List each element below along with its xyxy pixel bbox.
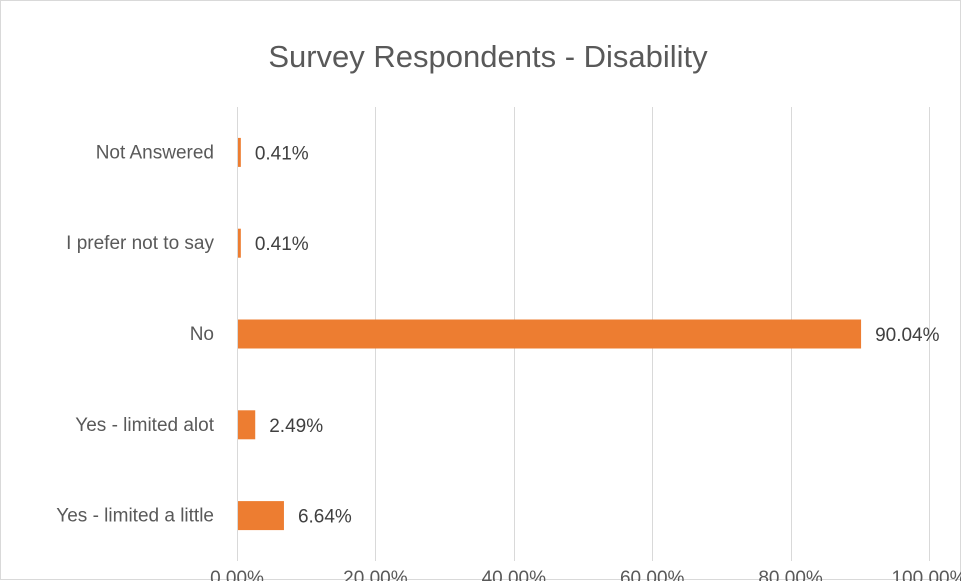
data-label: 0.41% [255,143,309,164]
x-tick-label: 40.00% [482,568,547,581]
bar [238,319,862,349]
data-label: 2.49% [269,416,323,437]
chart-title: Survey Respondents - Disability [268,39,708,74]
category-label: Yes - limited a little [56,506,214,527]
data-labels: 0.41% 0.41% 90.04% 2.49% 6.64% [255,143,940,527]
x-tick-label: 60.00% [620,568,685,581]
x-tick-label: 80.00% [758,568,823,581]
x-tick-label: 0.00% [210,568,264,581]
bar [238,501,284,531]
category-label: No [190,324,214,345]
x-axis-tick-labels: 0.00% 20.00% 40.00% 60.00% 80.00% 100.00% [210,568,961,581]
category-label: I prefer not to say [66,233,214,254]
bar [238,228,241,258]
x-tick-label: 100.00% [891,568,961,581]
data-label: 6.64% [298,507,352,528]
category-label: Not Answered [96,142,214,163]
bars [238,137,862,531]
data-label: 0.41% [255,234,309,255]
x-tick-label: 20.00% [343,568,408,581]
category-labels: Not Answered I prefer not to say No Yes - l… [56,142,214,526]
category-label: Yes - limited alot [75,415,214,436]
bar [238,137,241,167]
data-label: 90.04% [875,325,940,346]
bar [238,410,256,440]
